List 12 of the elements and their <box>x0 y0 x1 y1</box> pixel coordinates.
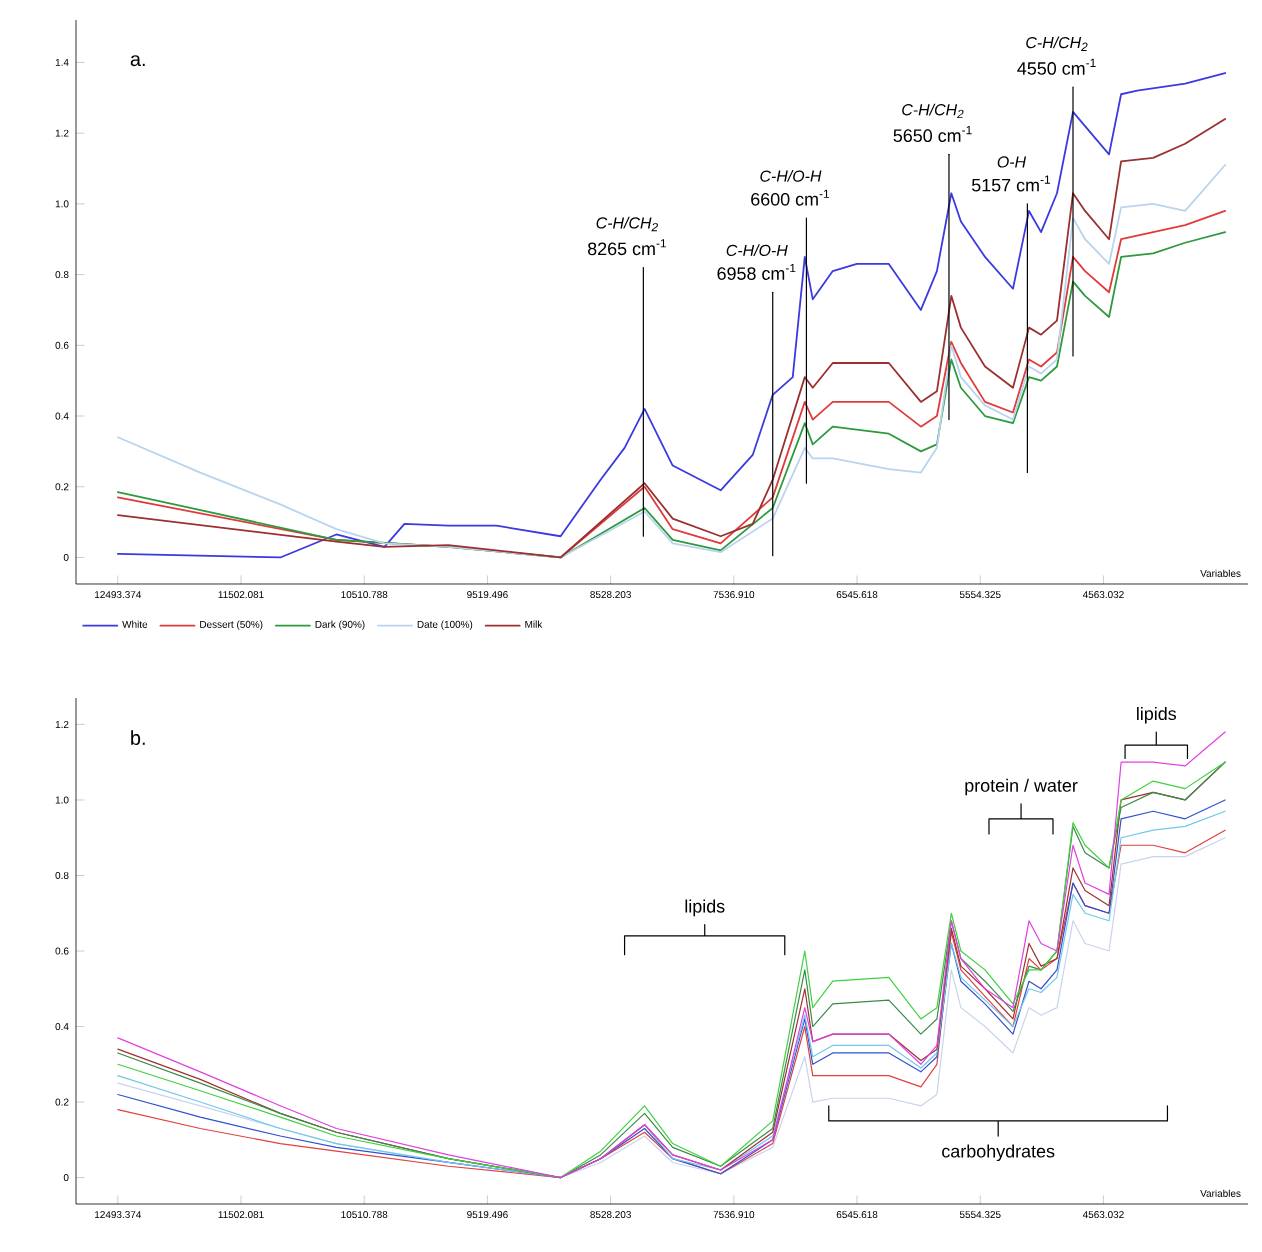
annotation: carbohydrates <box>942 1144 1055 1162</box>
annotation: 4550 cm$^{-1}$ <box>1017 58 1096 75</box>
annotation: 5157 cm$^{-1}$ <box>971 175 1051 192</box>
annotation: protein / water <box>965 778 1078 796</box>
annotation: 6600 cm$^{-1}$ <box>751 189 830 206</box>
annotation: a. <box>130 55 145 67</box>
annotation: 5650 cm$^{-1}$ <box>893 125 972 143</box>
annotation: lipids <box>1137 706 1177 724</box>
annotation: 6958 cm$^{-1}$ <box>717 263 796 280</box>
annotation: lipids <box>685 899 725 917</box>
annotation: 8265 cm$^{-1}$ <box>587 239 667 256</box>
annotation: b. <box>131 730 145 745</box>
